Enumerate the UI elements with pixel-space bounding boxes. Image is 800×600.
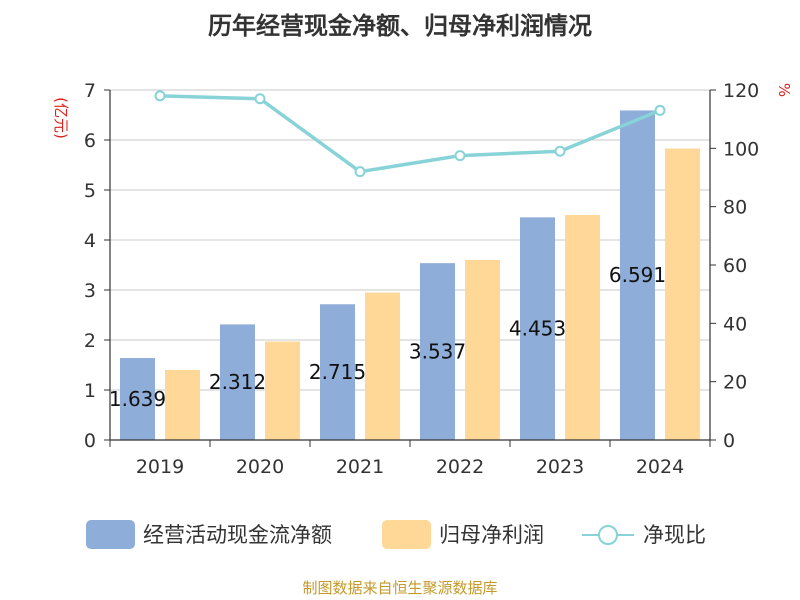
- right-axis-tick-label: 40: [723, 313, 747, 335]
- left-axis-tick-label: 6: [84, 130, 96, 152]
- left-axis-tick-label: 1: [84, 380, 96, 402]
- legend-swatch-cashflow: [86, 520, 135, 549]
- axes: 0 1 2 3 4 5 6 7 0 20 40 60 80 100 120 2019 2020 2021 2022 2…: [84, 80, 759, 478]
- bar-profit: [365, 292, 400, 440]
- x-axis-tick-label: 2019: [136, 456, 184, 478]
- left-axis-tick-label: 5: [84, 180, 96, 202]
- bar-profit: [165, 370, 200, 440]
- legend-label-ratio: 净现比: [643, 523, 706, 547]
- x-axis-tick-label: 2020: [236, 456, 284, 478]
- legend-item-cashflow: 经营活动现金流净额: [86, 520, 332, 549]
- x-axis-tick-label: 2022: [436, 456, 484, 478]
- bar-cashflow: [320, 304, 355, 440]
- bar-cashflow: [520, 217, 555, 440]
- bars: [120, 110, 700, 440]
- ratio-point: [654, 104, 666, 116]
- right-axis-tick-label: 0: [723, 430, 735, 452]
- right-axis-unit: %: [775, 83, 793, 97]
- legend-item-profit: 归母净利润: [382, 520, 544, 549]
- x-axis-tick-label: 2023: [536, 456, 584, 478]
- bar-data-label: 6.591: [609, 263, 666, 287]
- bar-data-label: 2.312: [209, 370, 266, 394]
- ratio-point: [454, 150, 466, 162]
- x-axis-tick-label: 2024: [636, 456, 684, 478]
- right-axis-tick-label: 80: [723, 197, 747, 219]
- legend-label-profit: 归母净利润: [439, 523, 544, 547]
- bar-cashflow: [220, 324, 255, 440]
- legend-label-cashflow: 经营活动现金流净额: [143, 523, 332, 547]
- legend-marker-ratio: [598, 525, 618, 545]
- bar-data-label: 3.537: [409, 340, 466, 364]
- gridlines: [110, 89, 710, 391]
- left-axis-tick-label: 2: [84, 330, 96, 352]
- bar-profit: [565, 215, 600, 440]
- data-labels: 1.639 2.312 2.715 3.537 4.453 6.591: [109, 263, 666, 411]
- bar-data-label: 4.453: [509, 317, 566, 341]
- legend-item-ratio: 净现比: [582, 523, 706, 547]
- right-axis-tick-label: 100: [723, 138, 759, 160]
- ratio-point: [354, 166, 366, 178]
- right-axis-tick-label: 120: [723, 80, 759, 102]
- ratio-point: [154, 90, 166, 102]
- legend: 经营活动现金流净额 归母净利润 净现比: [86, 520, 706, 549]
- left-axis-tick-label: 7: [84, 80, 96, 102]
- bar-data-label: 1.639: [109, 387, 166, 411]
- left-axis-tick-label: 3: [84, 280, 96, 302]
- bar-profit: [465, 260, 500, 440]
- chart-title: 历年经营现金净额、归母净利润情况: [208, 12, 592, 40]
- ratio-line: [154, 90, 666, 178]
- ratio-point: [254, 93, 266, 105]
- right-axis-tick-label: 20: [723, 372, 747, 394]
- x-axis-tick-label: 2021: [336, 456, 384, 478]
- bar-data-label: 2.715: [309, 360, 366, 384]
- bar-profit: [665, 148, 700, 440]
- source-note: 制图数据来自恒生聚源数据库: [302, 579, 497, 597]
- ratio-line-path: [159, 94, 661, 174]
- left-axis-unit: (亿元): [52, 97, 70, 139]
- left-axis-tick-label: 0: [84, 430, 96, 452]
- bar-profit: [265, 341, 300, 440]
- legend-swatch-profit: [382, 520, 431, 549]
- right-axis-tick-label: 60: [723, 255, 747, 277]
- bar-cashflow: [420, 263, 455, 440]
- ratio-point: [554, 145, 566, 157]
- left-axis-tick-label: 4: [84, 230, 96, 252]
- bar-cashflow: [120, 358, 155, 440]
- bar-cashflow: [620, 110, 655, 440]
